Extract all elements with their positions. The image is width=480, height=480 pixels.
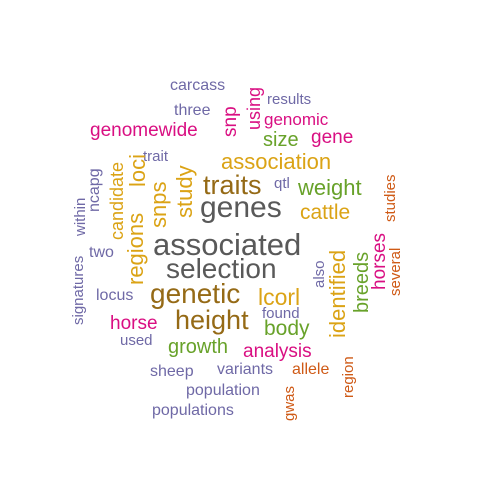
word-genomic: genomic (264, 110, 329, 129)
word-trait: trait (143, 148, 169, 165)
word-study: study (172, 165, 197, 218)
word-cattle: cattle (300, 201, 351, 224)
word-two: two (89, 244, 114, 261)
word-identified: identified (325, 249, 350, 338)
word-genomewide: genomewide (90, 120, 198, 141)
word-genetic: genetic (150, 278, 241, 309)
word-found: found (262, 305, 300, 322)
word-allele: allele (292, 361, 330, 378)
word-variants: variants (217, 361, 274, 378)
word-signatures: signatures (70, 255, 87, 325)
word-lcorl: lcorl (258, 284, 301, 310)
word-candidate: candidate (107, 161, 127, 240)
word-associated: associated (153, 227, 302, 262)
word-several: several (387, 247, 404, 296)
word-also: also (311, 260, 328, 288)
word-weight: weight (298, 175, 362, 200)
word-snp: snp (220, 106, 241, 137)
word-horse: horse (110, 313, 158, 334)
word-used: used (120, 332, 153, 349)
word-gwas: gwas (281, 385, 298, 421)
word-growth: growth (168, 336, 229, 358)
word-regions: regions (123, 212, 148, 285)
word-carcass: carcass (170, 77, 226, 94)
word-within: within (72, 197, 89, 236)
word-populations: populations (152, 402, 234, 419)
word-association: association (221, 149, 332, 174)
word-selection: selection (166, 253, 277, 284)
word-genes: genes (200, 191, 282, 224)
word-locus: locus (96, 287, 134, 304)
word-three: three (174, 102, 211, 119)
word-traits: traits (203, 170, 262, 200)
word-gene: gene (311, 127, 354, 148)
word-ncapg: ncapg (86, 168, 103, 212)
word-size: size (263, 129, 299, 151)
word-studies: studies (382, 174, 399, 222)
word-qtl: qtl (274, 175, 290, 192)
word-body: body (264, 317, 310, 340)
word-analysis: analysis (243, 341, 312, 362)
word-population: population (186, 382, 260, 399)
word-sheep: sheep (150, 363, 194, 380)
word-region: region (340, 356, 357, 398)
word-using: using (244, 86, 264, 130)
word-height: height (175, 305, 249, 335)
word-snps: snps (146, 181, 171, 228)
word-results: results (267, 91, 312, 108)
